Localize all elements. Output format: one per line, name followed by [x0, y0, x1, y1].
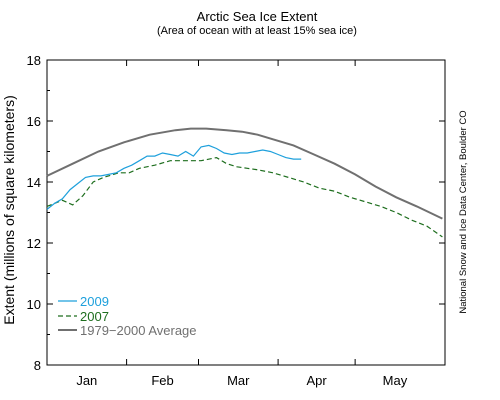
y-tick-label: 12 [27, 236, 41, 251]
chart-title: Arctic Sea Ice Extent [197, 9, 318, 24]
y-axis: 8 10 12 14 16 18 [27, 53, 445, 373]
x-axis: Jan Feb Mar Apr May [76, 60, 408, 388]
x-tick-label: Mar [227, 373, 250, 388]
y-tick-label: 14 [27, 175, 41, 190]
x-tick-label: Feb [151, 373, 173, 388]
y-tick-label: 16 [27, 114, 41, 129]
series-line-1 [46, 156, 443, 238]
x-tick-label: Jan [76, 373, 97, 388]
legend-label-0: 2009 [80, 294, 109, 309]
legend-label-2: 1979−2000 Average [80, 323, 197, 338]
x-tick-label: May [383, 373, 408, 388]
y-tick-label: 8 [34, 358, 41, 373]
series-line-2 [46, 127, 443, 220]
data-credit: National Snow and Ice Data Center, Bould… [458, 110, 469, 313]
y-tick-label: 10 [27, 297, 41, 312]
y-tick-label: 18 [27, 53, 41, 68]
x-tick-label: Apr [306, 373, 327, 388]
legend-label-1: 2007 [80, 309, 109, 324]
y-axis-label: Extent (millions of square kilometers) [1, 95, 17, 325]
series-lines [46, 127, 443, 238]
chart-subtitle: (Area of ocean with at least 15% sea ice… [157, 25, 357, 37]
series-line-0 [46, 144, 302, 210]
